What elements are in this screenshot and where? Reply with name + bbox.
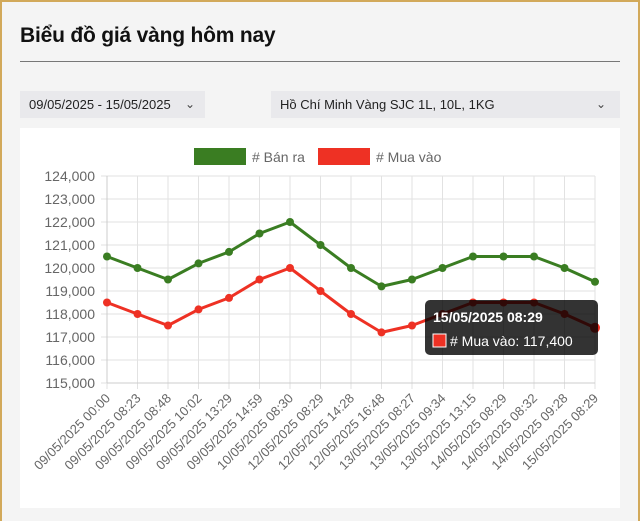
data-point[interactable] (164, 321, 172, 330)
date-range-value: 09/05/2025 - 15/05/2025 (29, 97, 171, 112)
y-tick-label: 116,000 (45, 352, 95, 368)
y-tick-label: 121,000 (44, 237, 95, 253)
title-divider (20, 61, 620, 62)
data-point[interactable] (133, 310, 142, 318)
data-point[interactable] (103, 298, 111, 307)
data-point[interactable] (347, 310, 355, 318)
data-point[interactable] (225, 247, 233, 256)
data-point[interactable] (286, 218, 294, 226)
chevron-down-icon: ⌄ (595, 97, 606, 111)
data-point[interactable] (560, 264, 569, 272)
legend-swatch[interactable] (194, 148, 246, 165)
data-point[interactable] (408, 321, 416, 330)
data-point[interactable] (225, 293, 233, 302)
data-point[interactable] (347, 264, 355, 272)
y-tick-label: 120,000 (44, 260, 95, 276)
page-title: Biểu đồ giá vàng hôm nay (20, 24, 276, 47)
y-tick-label: 122,000 (44, 214, 95, 230)
y-tick-label: 123,000 (44, 191, 95, 207)
data-point[interactable] (255, 229, 264, 238)
data-point[interactable] (377, 282, 386, 291)
y-tick-label: 117,000 (45, 329, 95, 345)
data-point[interactable] (286, 264, 294, 272)
data-point[interactable] (194, 305, 203, 314)
data-point[interactable] (255, 275, 264, 284)
data-point[interactable] (438, 264, 447, 272)
tooltip (425, 300, 598, 355)
tooltip-title: 15/05/2025 08:29 (433, 309, 543, 325)
data-point[interactable] (133, 264, 142, 272)
data-point[interactable] (530, 252, 538, 261)
tooltip-label: # Mua vào: 117,400 (450, 333, 573, 349)
price-line-chart[interactable]: # Bán ra # Mua vào 124,000 123,000 122,000 12… (20, 128, 620, 508)
date-range-select[interactable]: 09/05/2025 - 15/05/2025 ⌄ (20, 91, 205, 118)
y-tick-label: 118,000 (45, 306, 95, 322)
legend-label[interactable]: # Mua vào (376, 149, 442, 165)
chart-card: # Bán ra # Mua vào 124,000 123,000 122,000 12… (20, 128, 620, 508)
chevron-down-icon: ⌄ (184, 97, 195, 111)
data-point[interactable] (164, 275, 172, 284)
product-select[interactable]: Hồ Chí Minh Vàng SJC 1L, 10L, 1KG ⌄ (271, 91, 620, 118)
data-point[interactable] (469, 252, 477, 261)
y-tick-label: 119,000 (45, 283, 95, 299)
product-value: Hồ Chí Minh Vàng SJC 1L, 10L, 1KG (280, 97, 495, 112)
data-point[interactable] (103, 252, 111, 261)
tooltip-swatch (432, 333, 447, 348)
legend-label[interactable]: # Bán ra (252, 149, 305, 165)
data-point[interactable] (316, 287, 325, 295)
data-point[interactable] (408, 275, 416, 284)
legend-swatch[interactable] (318, 148, 370, 165)
data-point[interactable] (499, 252, 508, 261)
data-point[interactable] (316, 241, 325, 249)
y-tick-label: 115,000 (45, 375, 95, 391)
data-point[interactable] (377, 328, 386, 337)
y-tick-label: 124,000 (44, 168, 95, 184)
data-point[interactable] (591, 277, 599, 286)
data-point[interactable] (194, 259, 203, 268)
